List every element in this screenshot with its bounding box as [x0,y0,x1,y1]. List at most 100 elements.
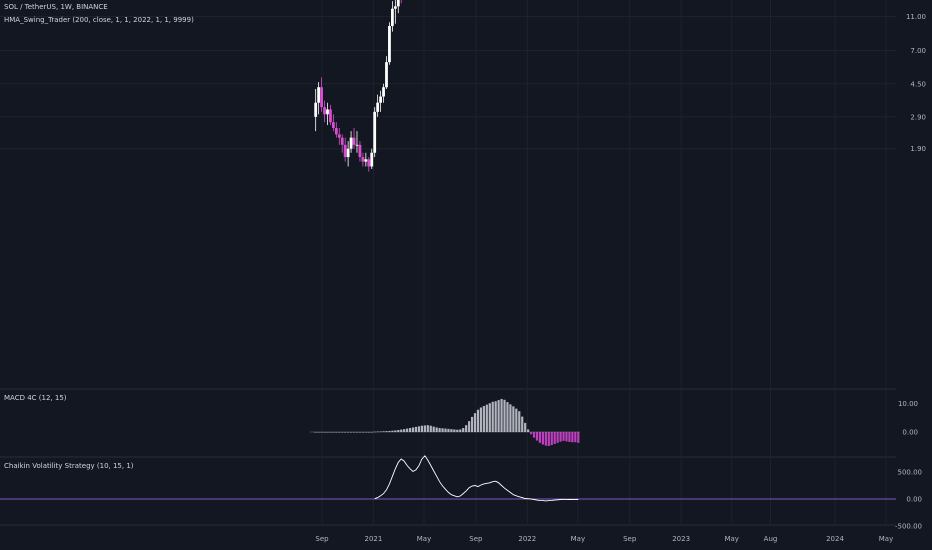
macd-bar [529,432,533,435]
macd-bar [456,429,459,432]
macd-bar [438,428,441,432]
macd-pane-label[interactable]: MACD 4C (12, 15) [4,394,67,402]
macd-bar [397,430,400,432]
macd-bar [370,432,373,433]
macd-bar [465,425,468,432]
candle-body [343,144,347,158]
macd-bar [411,427,415,432]
macd-bar [329,432,332,433]
macd-bar [326,432,329,433]
macd-bar [506,402,509,432]
macd-bar [459,429,462,432]
macd-bar [426,425,429,432]
candle-body [355,144,359,146]
candle-body [329,109,332,123]
x-tick-label: Sep [623,535,637,543]
x-tick-label: 2021 [365,535,383,543]
macd-bar [332,432,335,433]
macd-bar [344,432,347,433]
candle-body [320,87,323,108]
symbol-title[interactable]: SOL / TetherUS, 1W, BINANCE [4,3,108,11]
macd-bar [423,425,426,432]
macd-bar [447,428,450,432]
macd-bar [382,431,385,432]
macd-bar [338,432,341,433]
macd-bar [435,427,438,432]
candle-body [331,122,335,129]
macd-bar [414,426,418,432]
macd-bar [562,432,565,441]
x-tick-label: Sep [469,535,483,543]
macd-bar [364,432,367,433]
candle-body [388,25,391,63]
macd-bar [352,432,356,433]
candle-body [390,8,394,26]
candle-body [393,6,397,9]
macd-bar [550,432,553,446]
macd-bar [444,428,447,432]
chaikin-y-tick-label: 0.00 [906,496,922,504]
y-tick-label: 1.90 [910,145,926,153]
macd-bar [376,431,379,433]
macd-bar [541,432,544,445]
macd-bar [314,432,317,433]
macd-bar [574,432,577,443]
macd-bar [320,432,323,433]
candle-body [349,137,353,149]
macd-bar [482,406,485,432]
macd-bar [473,413,477,432]
macd-bar [388,431,391,432]
candle-body [376,102,380,112]
macd-bar [400,429,403,432]
macd-bar [349,432,353,433]
indicator-title[interactable]: HMA_Swing_Trader (200, close, 1, 1, 2022… [4,16,194,24]
candle-body [367,159,371,167]
macd-bar [394,430,397,432]
macd-bar [553,432,556,444]
macd-bar [535,432,539,441]
macd-bar [403,429,406,432]
macd-bar [317,432,320,433]
macd-bar [538,432,542,443]
macd-bar [515,408,518,432]
macd-bar [544,432,547,446]
x-tick-label: 2023 [672,535,690,543]
macd-bar [429,425,432,432]
macd-bar [347,432,350,433]
candle-body [346,148,350,158]
macd-bar [462,428,465,432]
y-tick-label: 4.50 [910,80,926,88]
x-tick-label: Sep [315,535,329,543]
macd-bar [521,416,524,432]
macd-bar [568,432,571,442]
macd-bar [494,401,497,432]
candle-body [364,159,368,162]
macd-bar [565,432,568,442]
chaikin-y-tick-label: -500.00 [895,523,922,531]
candle-body [352,137,356,145]
candle-body [358,144,362,158]
macd-bar [547,432,550,446]
x-tick-label: May [724,535,738,543]
macd-bar [497,400,500,432]
macd-bar [491,401,494,432]
macd-bar [385,431,388,432]
x-tick-label: May [571,535,585,543]
macd-bar [323,432,326,433]
macd-bar [453,429,456,432]
candle-body [382,87,385,97]
macd-bar [470,416,474,432]
macd-bar [335,432,338,433]
candle-body [334,128,338,135]
y-tick-label: 7.00 [910,47,926,55]
macd-bar [373,431,376,433]
macd-bar [476,409,480,432]
chaikin-line [374,455,579,502]
macd-bar [441,428,444,432]
candle-body [340,137,344,145]
macd-bar [432,426,435,432]
candle-body [314,102,318,117]
macd-bar [468,421,471,432]
chaikin-pane-label[interactable]: Chaikin Volatility Strategy (10, 15, 1) [4,462,134,470]
